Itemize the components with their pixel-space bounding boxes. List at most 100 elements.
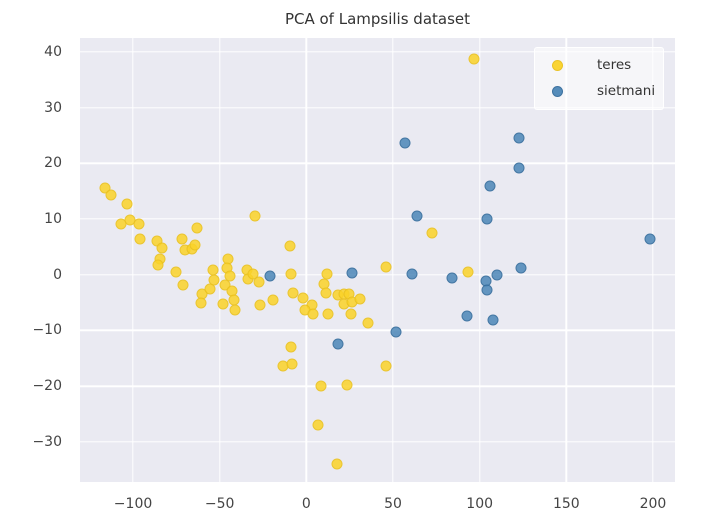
scatter-point-teres bbox=[284, 240, 296, 252]
y-tick-label: −10 bbox=[32, 322, 62, 339]
scatter-point-teres bbox=[208, 274, 220, 286]
x-gridline bbox=[218, 38, 221, 482]
legend-label: sietmani bbox=[597, 83, 656, 99]
y-tick-label: 30 bbox=[44, 99, 62, 116]
x-gridline bbox=[652, 38, 654, 482]
y-gridline bbox=[80, 51, 675, 53]
y-gridline bbox=[80, 441, 675, 443]
scatter-point-sietmani bbox=[484, 180, 496, 192]
scatter-point-teres bbox=[219, 279, 231, 291]
scatter-point-sietmani bbox=[644, 233, 656, 245]
scatter-point-teres bbox=[217, 298, 229, 310]
scatter-point-teres bbox=[156, 242, 168, 254]
scatter-point-teres bbox=[285, 268, 297, 280]
plot-area: teres sietmani bbox=[80, 38, 675, 482]
scatter-point-teres bbox=[249, 210, 261, 222]
legend-row-sietmani: sietmani bbox=[535, 78, 663, 104]
chart-title: PCA of Lampsilis dataset bbox=[284, 10, 471, 28]
x-gridline bbox=[132, 38, 134, 482]
scatter-point-teres bbox=[105, 189, 116, 201]
scatter-point-teres bbox=[341, 379, 353, 390]
x-gridline bbox=[392, 38, 394, 482]
scatter-point-teres bbox=[176, 233, 188, 245]
scatter-point-sietmani bbox=[264, 270, 276, 282]
y-gridline bbox=[80, 106, 675, 109]
scatter-point-teres bbox=[285, 341, 297, 353]
y-axis-tick-labels: 40 30 20 10 0 −10 −20 −30 bbox=[0, 38, 62, 482]
scatter-point-teres bbox=[224, 270, 236, 282]
y-gridline bbox=[80, 162, 675, 165]
scatter-point-teres bbox=[426, 227, 438, 239]
scatter-point-sietmani bbox=[491, 269, 503, 281]
scatter-point-sietmani bbox=[390, 326, 402, 338]
scatter-point-sietmani bbox=[446, 272, 458, 284]
scatter-point-teres bbox=[354, 293, 366, 305]
scatter-point-teres bbox=[380, 360, 392, 372]
scatter-point-teres bbox=[315, 380, 327, 392]
x-axis-tick-labels: −100 −50 0 50 100 150 200 bbox=[80, 496, 675, 516]
scatter-point-teres bbox=[322, 308, 334, 320]
y-tick-label: 20 bbox=[44, 155, 62, 172]
x-tick-label: 0 bbox=[301, 496, 311, 512]
scatter-point-sietmani bbox=[481, 213, 493, 225]
y-tick-label: 40 bbox=[44, 43, 62, 60]
scatter-point-teres bbox=[191, 222, 203, 234]
scatter-point-teres bbox=[287, 287, 299, 299]
y-tick-label: −30 bbox=[32, 433, 62, 450]
scatter-point-sietmani bbox=[481, 284, 493, 296]
scatter-point-teres bbox=[170, 266, 182, 278]
scatter-point-sietmani bbox=[399, 137, 411, 149]
scatter-point-teres bbox=[307, 308, 319, 320]
legend-swatch-sietmani bbox=[552, 85, 563, 97]
scatter-point-teres bbox=[362, 317, 374, 329]
x-tick-label: −100 bbox=[113, 496, 153, 512]
scatter-point-sietmani bbox=[461, 310, 473, 322]
scatter-point-teres bbox=[189, 239, 201, 251]
x-tick-label: 200 bbox=[639, 496, 667, 512]
scatter-point-teres bbox=[253, 276, 265, 288]
scatter-point-teres bbox=[121, 198, 133, 210]
x-gridline bbox=[478, 38, 481, 482]
scatter-point-sietmani bbox=[515, 262, 527, 274]
x-gridline bbox=[565, 38, 568, 482]
scatter-point-teres bbox=[380, 261, 392, 273]
x-tick-label: 50 bbox=[384, 496, 402, 512]
legend: teres sietmani bbox=[534, 47, 664, 110]
scatter-point-teres bbox=[177, 279, 189, 291]
scatter-point-teres bbox=[229, 304, 241, 316]
legend-swatch-teres bbox=[552, 59, 563, 71]
y-tick-label: −20 bbox=[32, 378, 62, 395]
legend-row-teres: teres bbox=[535, 52, 663, 78]
y-tick-label: 10 bbox=[44, 211, 62, 228]
scatter-point-sietmani bbox=[332, 338, 344, 350]
x-tick-label: 100 bbox=[466, 496, 494, 512]
scatter-point-teres bbox=[312, 419, 324, 431]
y-tick-label: 0 bbox=[53, 266, 62, 283]
scatter-point-teres bbox=[297, 292, 309, 304]
scatter-point-teres bbox=[468, 53, 480, 65]
x-tick-label: 150 bbox=[552, 496, 580, 512]
scatter-point-sietmani bbox=[406, 268, 418, 280]
y-gridline bbox=[80, 329, 675, 332]
scatter-point-teres bbox=[195, 297, 207, 309]
scatter-point-teres bbox=[331, 458, 343, 470]
y-gridline bbox=[80, 274, 675, 276]
x-gridline bbox=[305, 38, 308, 482]
scatter-point-sietmani bbox=[487, 314, 499, 326]
scatter-point-sietmani bbox=[346, 267, 358, 279]
scatter-point-teres bbox=[152, 259, 164, 271]
legend-label: teres bbox=[597, 57, 632, 73]
scatter-point-sietmani bbox=[411, 210, 423, 222]
scatter-point-teres bbox=[133, 218, 145, 230]
y-gridline bbox=[80, 385, 675, 387]
scatter-point-teres bbox=[286, 358, 298, 370]
scatter-point-teres bbox=[345, 308, 357, 320]
y-gridline bbox=[80, 218, 675, 220]
scatter-point-teres bbox=[320, 287, 332, 299]
scatter-point-teres bbox=[254, 299, 266, 311]
x-tick-label: −50 bbox=[204, 496, 235, 512]
scatter-point-sietmani bbox=[513, 132, 525, 144]
scatter-point-teres bbox=[134, 233, 146, 245]
scatter-point-teres bbox=[267, 294, 279, 306]
